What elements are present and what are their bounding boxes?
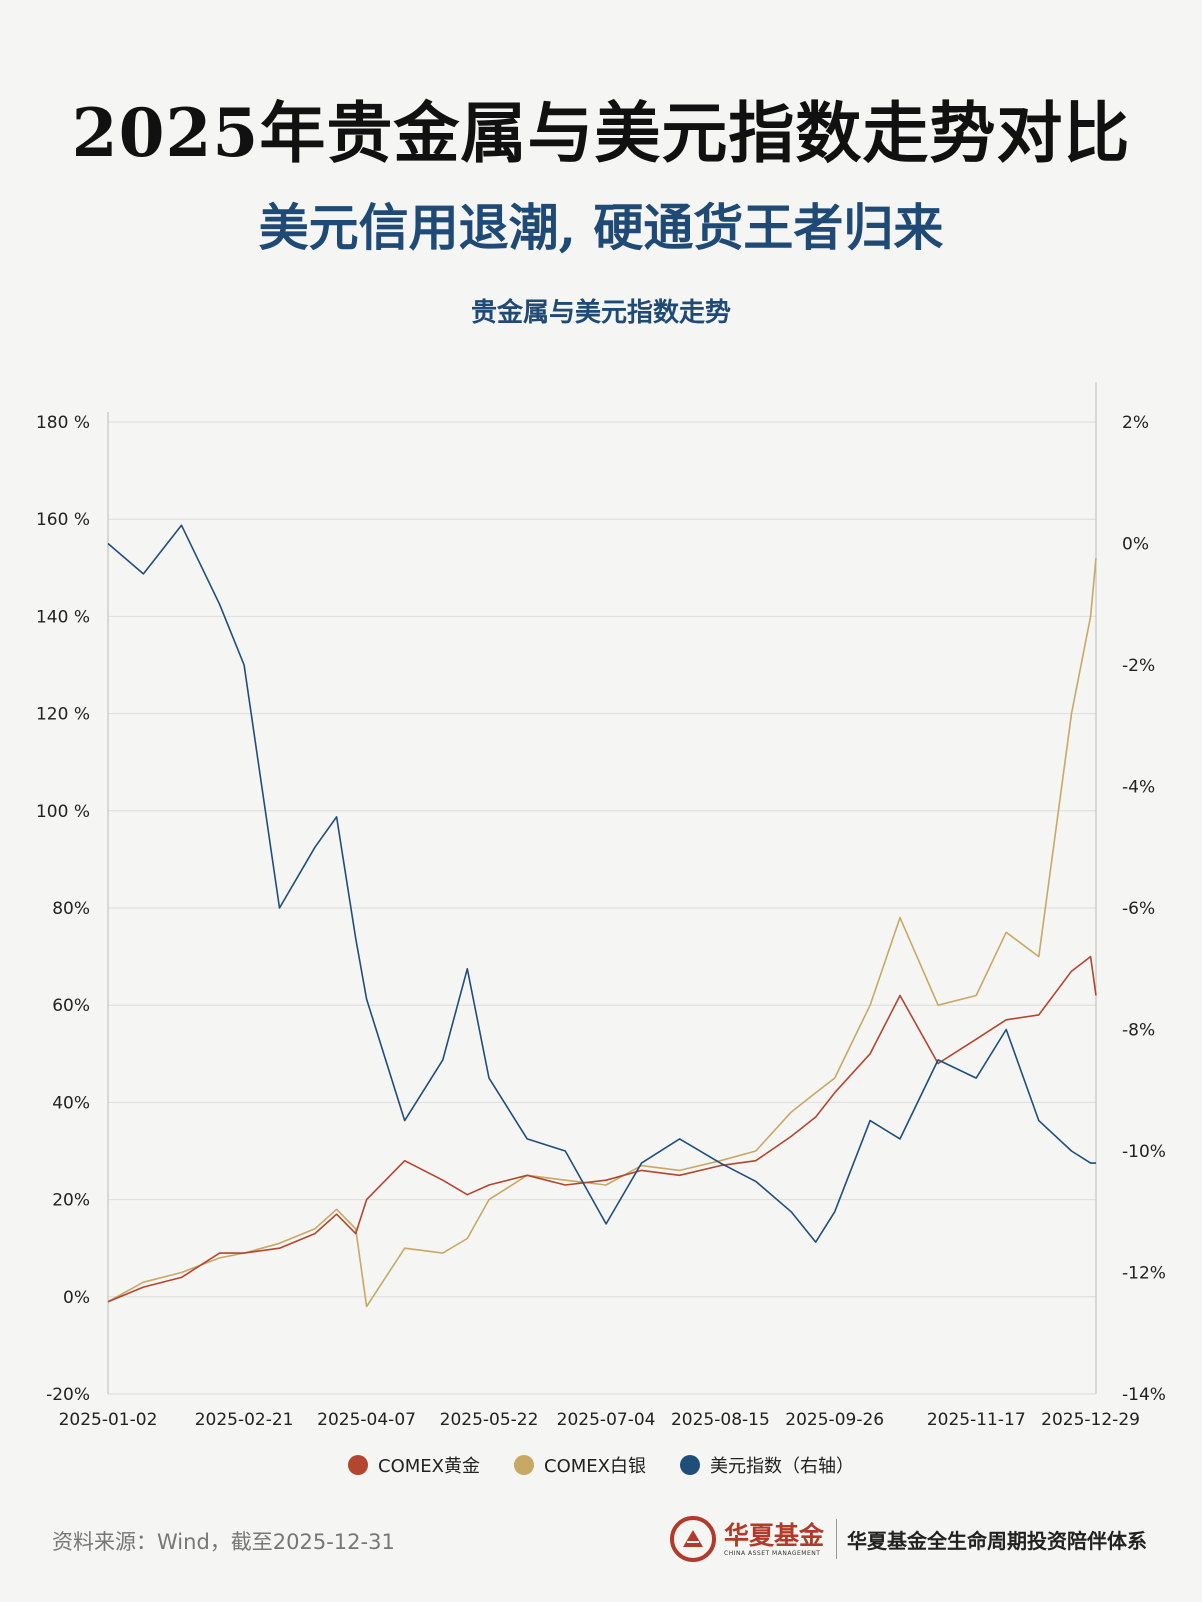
legend-item-silver: COMEX白银: [514, 1452, 646, 1478]
y-right-tick-label: -6%: [1122, 899, 1155, 919]
legend-dot-silver: [514, 1455, 534, 1475]
legend-item-dxy: 美元指数（右轴）: [679, 1452, 854, 1478]
logo-text: 华夏基金 CHINA ASSET MANAGEMENT: [724, 1520, 825, 1557]
line-chart: 180 % 160 % 140 % 120 % 100 % 80% 60% 40% 20% 0% -…: [36, 382, 1166, 1430]
legend-item-gold: COMEX黄金: [348, 1452, 480, 1478]
legend-label-dxy: 美元指数（右轴）: [709, 1456, 854, 1477]
y-right-tick-label: -14%: [1122, 1385, 1166, 1405]
x-tick-label: 2025-04-07: [317, 1410, 416, 1430]
y-left-tick-label: 40%: [52, 1093, 90, 1113]
y-right-tick-label: 0%: [1122, 535, 1149, 555]
source-note: 资料来源：Wind，截至2025-12-31: [52, 1530, 395, 1554]
y-left-tick-label: 160 %: [36, 510, 90, 530]
y-left-tick-label: -20%: [46, 1385, 90, 1405]
logo-triangle-icon: [683, 1530, 703, 1547]
y-right-tick-label: -4%: [1122, 778, 1155, 798]
brand-block: 华夏基金 CHINA ASSET MANAGEMENT 华夏基金全生命周期投资陪…: [670, 1516, 1147, 1562]
y-right-tick-label: -12%: [1122, 1264, 1166, 1284]
series-line-silver: [107, 558, 1097, 1308]
grid-lines: [108, 421, 1096, 1395]
tick-labels: 180 % 160 % 140 % 120 % 100 % 80% 60% 40% 20% 0% -…: [36, 413, 1166, 1430]
y-left-tick-label: 60%: [52, 996, 90, 1016]
x-tick-label: 2025-02-21: [195, 1410, 294, 1430]
legend-label-silver: COMEX白银: [544, 1456, 646, 1477]
x-tick-label: 2025-09-26: [785, 1410, 884, 1430]
main-title: 2025年贵金属与美元指数走势对比: [71, 94, 1131, 172]
x-tick-label: 2025-08-15: [671, 1410, 770, 1430]
y-left-tick-label: 100 %: [36, 802, 90, 822]
legend-dot-dxy: [679, 1455, 700, 1475]
legend-label-gold: COMEX黄金: [378, 1456, 480, 1477]
series-line-dxy: [107, 524, 1096, 1243]
subtitle: 美元信用退潮, 硬通货王者归来: [258, 198, 944, 257]
y-left-tick-label: 20%: [52, 1191, 90, 1211]
chart-title: 贵金属与美元指数走势: [470, 298, 731, 328]
legend: COMEX黄金 COMEX白银 美元指数（右轴）: [0, 1452, 1202, 1478]
y-left-tick-label: 80%: [52, 899, 90, 919]
y-left-tick-label: 140 %: [36, 607, 90, 627]
x-tick-label: 2025-05-22: [440, 1410, 539, 1430]
x-tick-label: 2025-01-02: [59, 1410, 158, 1430]
x-tick-label: 2025-07-04: [557, 1410, 656, 1430]
y-left-tick-label: 120 %: [36, 705, 90, 725]
y-right-tick-label: 2%: [1122, 413, 1149, 433]
x-tick-label: 2025-12-29: [1041, 1410, 1140, 1430]
legend-dot-gold: [348, 1455, 369, 1475]
series-line-gold: [107, 955, 1097, 1303]
logo-english: CHINA ASSET MANAGEMENT: [724, 1549, 821, 1557]
y-left-tick-label: 0%: [63, 1288, 90, 1308]
logo-name: 华夏基金: [724, 1520, 825, 1550]
y-right-tick-label: -2%: [1122, 656, 1155, 676]
x-tick-label: 2025-11-17: [927, 1410, 1026, 1430]
y-left-tick-label: 180 %: [36, 413, 90, 433]
y-right-tick-label: -10%: [1122, 1142, 1166, 1162]
series-lines: [107, 524, 1097, 1308]
y-right-tick-label: -8%: [1122, 1021, 1155, 1041]
axes: [107, 382, 1097, 1394]
logo-mark-icon: [670, 1516, 716, 1562]
brand-slogan: 华夏基金全生命周期投资陪伴体系: [847, 1528, 1148, 1553]
brand-divider: [836, 1519, 838, 1559]
